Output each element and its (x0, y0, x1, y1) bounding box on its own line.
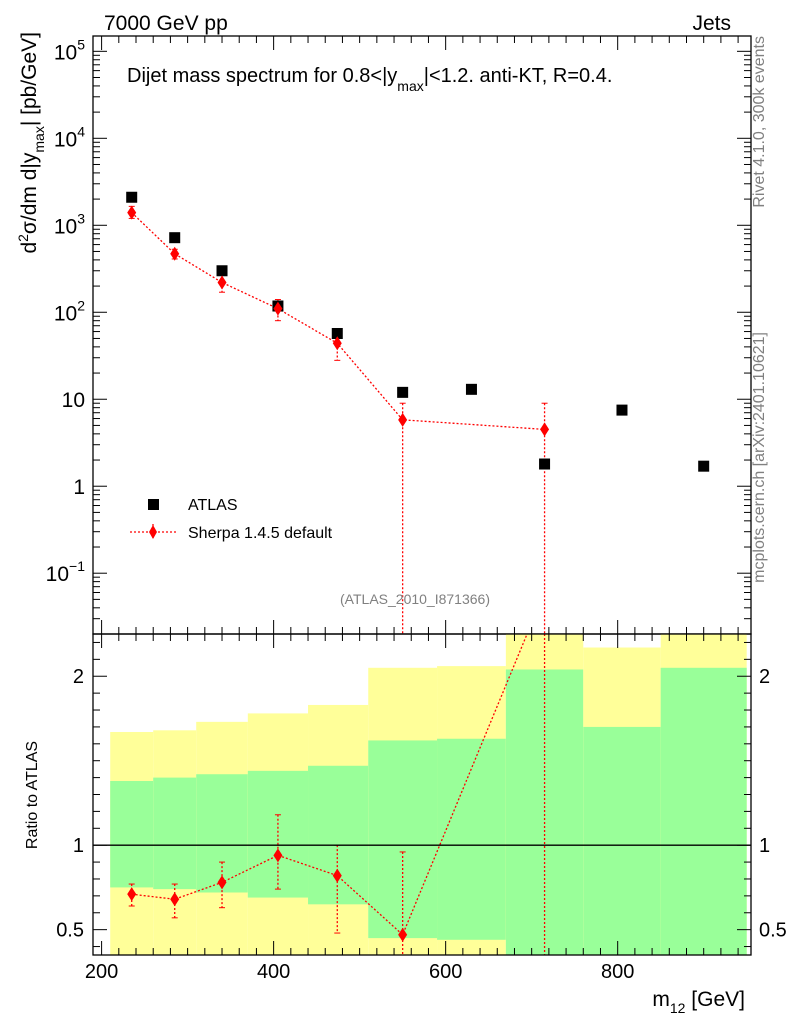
atlas-point (698, 460, 710, 472)
ratio-sherpa-point (273, 848, 283, 863)
atlas-point (126, 191, 138, 203)
legend-marker-sherpa (149, 525, 157, 539)
uncertainty-band-green (196, 774, 248, 893)
uncertainty-band-green (153, 777, 197, 890)
main-frame (92, 35, 752, 635)
x-tick-label: 400 (257, 961, 290, 983)
atlas-point (216, 265, 228, 277)
ratio-sherpa-point (170, 892, 180, 907)
uncertainty-band-green (437, 738, 506, 940)
sherpa-point (398, 412, 408, 427)
sherpa-point (332, 336, 342, 351)
ratio-sherpa-point (127, 887, 137, 902)
ratio-sherpa-point (217, 875, 227, 890)
ratio-y-tick-label-right: 1 (759, 835, 770, 857)
ratio-sherpa-point (332, 868, 342, 883)
ratio-y-label: Ratio to ATLAS (24, 741, 41, 849)
uncertainty-band-green (660, 667, 747, 955)
uncertainty-band-green (308, 765, 369, 905)
y-tick-label: 104 (54, 123, 85, 151)
legend-label-atlas: ATLAS (188, 497, 238, 514)
atlas-point (616, 404, 628, 416)
x-tick-label: 600 (429, 961, 462, 983)
legend: ATLAS Sherpa 1.4.5 default (130, 497, 333, 542)
analysis-label: (ATLAS_2010_I871366) (340, 591, 490, 607)
sherpa-point (273, 301, 283, 316)
x-tick-label: 200 (85, 961, 118, 983)
x-tick-label: 800 (601, 961, 634, 983)
atlas-point (465, 383, 477, 395)
plot-title: Dijet mass spectrum for 0.8<|ymax|<1.2. … (127, 65, 612, 94)
y-tick-label: 10 (62, 389, 85, 412)
atlas-point (169, 232, 181, 244)
ratio-y-tick-label: 1 (73, 835, 84, 857)
ratio-y-tick-label-right: 2 (759, 666, 770, 688)
ratio-y-tick-label: 2 (73, 666, 84, 688)
y-tick-label: 10−1 (46, 558, 86, 586)
uncertainty-band-green (247, 770, 309, 898)
legend-label-sherpa: Sherpa 1.4.5 default (188, 525, 333, 542)
svg-text:Dijet mass spectrum for 0.8<|y: Dijet mass spectrum for 0.8<|ymax|<1.2. … (127, 65, 612, 94)
sherpa-point (540, 422, 550, 437)
side-label-bottom: mcplots.cern.ch [arXiv:2401.10621] (751, 332, 768, 583)
side-label-top: Rivet 4.1.0, 300k events (751, 36, 768, 208)
legend-marker-atlas (148, 499, 159, 510)
main-y-label: d2σ/dm d|ymax| [pb/GeV] (15, 32, 47, 254)
y-tick-label: 102 (54, 297, 85, 325)
sherpa-point (170, 246, 180, 261)
title-tail: |<1.2. anti-KT, R=0.4. (424, 65, 613, 87)
ratio-y-tick-label-right: 0.5 (759, 920, 786, 942)
sherpa-point (127, 205, 137, 220)
atlas-point (397, 386, 409, 398)
uncertainty-band-green (505, 669, 584, 955)
title-subscript: max (397, 78, 423, 94)
ratio-sherpa-point (398, 927, 408, 942)
uncertainty-band-green (583, 726, 661, 955)
sherpa-line (131, 212, 545, 431)
y-tick-label: 105 (54, 36, 85, 64)
title-text: Dijet mass spectrum for 0.8<|y (127, 65, 397, 87)
y-tick-label: 103 (54, 210, 85, 238)
sherpa-point (217, 275, 227, 290)
header-left: 7000 GeV pp (104, 12, 228, 35)
x-axis-label: m12 [GeV] (652, 988, 745, 1016)
atlas-point (539, 458, 551, 470)
uncertainty-band-green (110, 780, 154, 888)
header-right: Jets (692, 12, 731, 35)
atlas-point (331, 327, 343, 339)
ratio-y-tick-label: 0.5 (56, 920, 84, 942)
y-tick-label: 1 (73, 476, 85, 499)
